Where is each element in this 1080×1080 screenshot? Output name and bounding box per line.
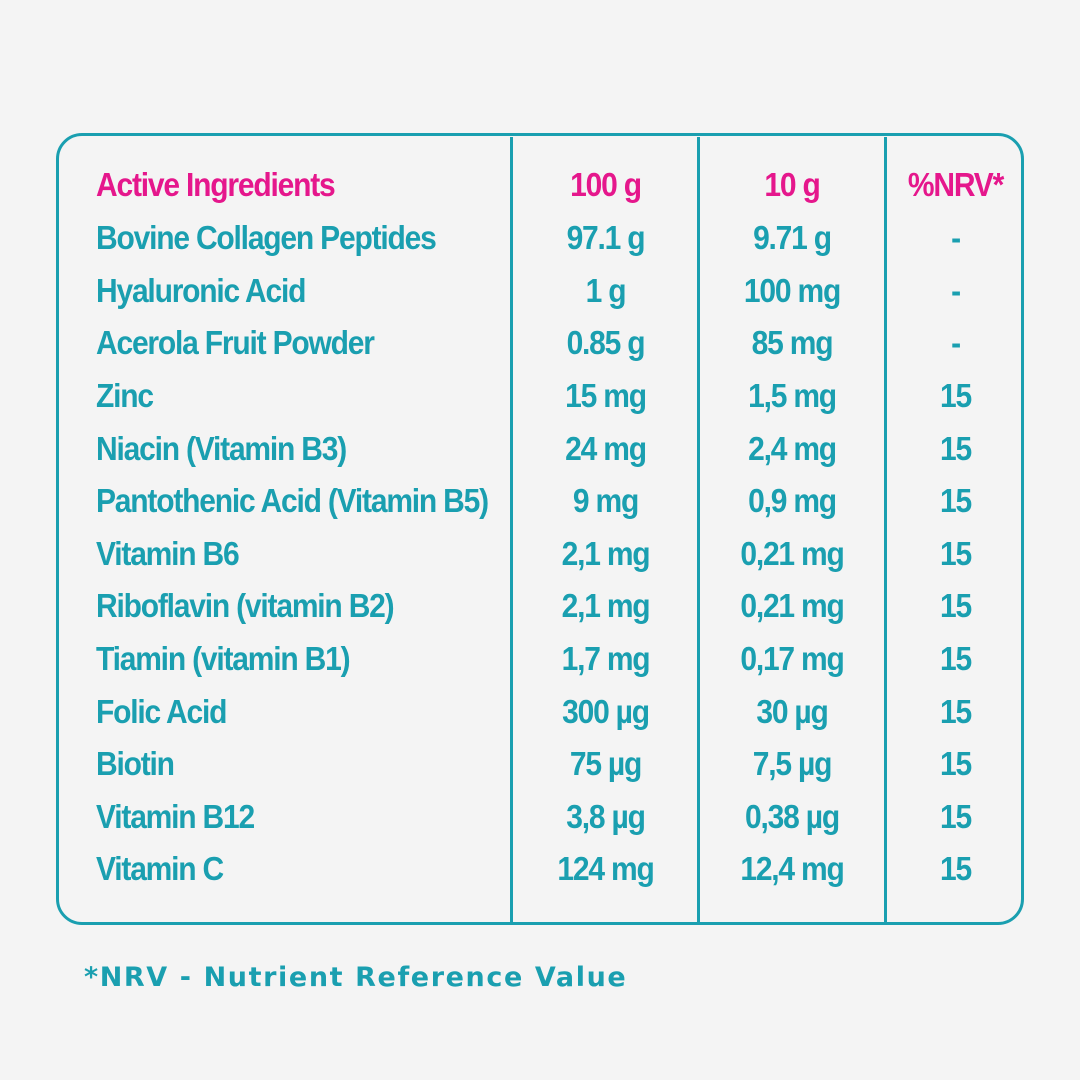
amount-per-10g: 85 mg [751, 324, 834, 362]
table-row: Tiamin (vitamin B1) 1,7 mg 0,17 mg 15 [0, 634, 1080, 686]
amount-per-10g: 0,17 mg [740, 640, 845, 678]
amount-per-10g: 7,5 µg [752, 745, 833, 783]
table-row: Acerola Fruit Powder 0.85 g 85 mg - [0, 318, 1080, 370]
table-row: Bovine Collagen Peptides 97.1 g 9.71 g - [0, 213, 1080, 265]
ingredient-name: Zinc [96, 377, 154, 415]
ingredient-name: Tiamin (vitamin B1) [96, 640, 351, 678]
ingredient-name: Acerola Fruit Powder [96, 324, 375, 362]
ingredient-name: Vitamin B12 [96, 798, 255, 836]
amount-per-10g: 2,4 mg [748, 430, 837, 468]
nrv-value: 15 [940, 535, 972, 573]
header-per-100g: 100 g [570, 166, 642, 204]
nrv-value: 15 [940, 430, 972, 468]
amount-per-100g: 0.85 g [566, 324, 646, 362]
amount-per-10g: 0,21 mg [740, 535, 845, 573]
amount-per-10g: 30 µg [756, 693, 829, 731]
nrv-value: - [951, 324, 961, 362]
nrv-value: - [951, 219, 961, 257]
header-nrv: %NRV* [907, 166, 1004, 204]
column-divider [697, 137, 700, 922]
amount-per-10g: 1,5 mg [748, 377, 837, 415]
header-active-ingredients: Active Ingredients [96, 166, 336, 204]
ingredient-name: Biotin [96, 745, 175, 783]
nrv-value: 15 [940, 640, 972, 678]
amount-per-100g: 9 mg [572, 482, 639, 520]
amount-per-100g: 124 mg [557, 850, 654, 888]
amount-per-100g: 1 g [585, 272, 627, 310]
amount-per-100g: 97.1 g [566, 219, 646, 257]
amount-per-10g: 0,21 mg [740, 587, 845, 625]
amount-per-100g: 2,1 mg [561, 535, 651, 573]
table-row: Niacin (Vitamin B3) 24 mg 2,4 mg 15 [0, 424, 1080, 476]
nrv-value: 15 [940, 745, 972, 783]
amount-per-100g: 2,1 mg [561, 587, 651, 625]
nrv-value: - [951, 272, 961, 310]
amount-per-10g: 12,4 mg [740, 850, 845, 888]
ingredient-name: Vitamin C [96, 850, 224, 888]
amount-per-10g: 9.71 g [753, 219, 832, 257]
ingredient-name: Bovine Collagen Peptides [96, 219, 437, 257]
nrv-value: 15 [940, 850, 972, 888]
column-divider [510, 137, 513, 922]
amount-per-100g: 24 mg [565, 430, 647, 468]
ingredient-name: Pantothenic Acid (Vitamin B5) [96, 482, 489, 520]
table-header-row: Active Ingredients 100 g 10 g %NRV* [0, 160, 1080, 212]
table-row: Biotin 75 µg 7,5 µg 15 [0, 739, 1080, 791]
nrv-footnote: *NRV - Nutrient Reference Value [84, 962, 628, 993]
amount-per-100g: 1,7 mg [561, 640, 651, 678]
table-row: Hyaluronic Acid 1 g 100 mg - [0, 266, 1080, 318]
amount-per-10g: 0,38 µg [745, 798, 840, 836]
table-row: Vitamin B6 2,1 mg 0,21 mg 15 [0, 529, 1080, 581]
column-divider [884, 137, 887, 922]
table-row: Pantothenic Acid (Vitamin B5) 9 mg 0,9 m… [0, 476, 1080, 528]
table-row: Folic Acid 300 µg 30 µg 15 [0, 687, 1080, 739]
amount-per-100g: 75 µg [569, 745, 643, 783]
table-row: Vitamin B12 3,8 µg 0,38 µg 15 [0, 792, 1080, 844]
amount-per-100g: 3,8 µg [566, 798, 646, 836]
amount-per-100g: 15 mg [565, 377, 647, 415]
amount-per-10g: 100 mg [743, 272, 841, 310]
amount-per-100g: 300 µg [562, 693, 650, 731]
nutrition-table-frame [56, 133, 1024, 925]
ingredient-name: Niacin (Vitamin B3) [96, 430, 347, 468]
ingredient-name: Vitamin B6 [96, 535, 240, 573]
ingredient-name: Folic Acid [96, 693, 227, 731]
nrv-value: 15 [940, 482, 972, 520]
ingredient-name: Hyaluronic Acid [96, 272, 306, 310]
table-row: Zinc 15 mg 1,5 mg 15 [0, 371, 1080, 423]
nrv-value: 15 [940, 377, 972, 415]
nrv-value: 15 [940, 587, 972, 625]
header-per-10g: 10 g [764, 166, 820, 204]
nrv-value: 15 [940, 693, 972, 731]
amount-per-10g: 0,9 mg [748, 482, 837, 520]
ingredient-name: Riboflavin (vitamin B2) [96, 587, 395, 625]
table-row: Vitamin C 124 mg 12,4 mg 15 [0, 844, 1080, 896]
nrv-value: 15 [940, 798, 972, 836]
table-row: Riboflavin (vitamin B2) 2,1 mg 0,21 mg 1… [0, 581, 1080, 633]
